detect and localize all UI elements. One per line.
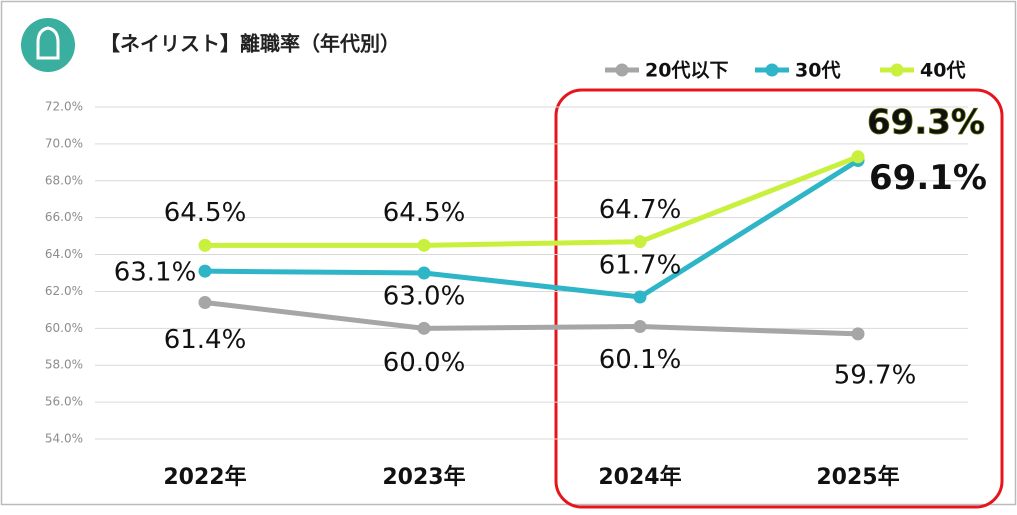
legend-marker bbox=[765, 63, 779, 77]
point bbox=[633, 319, 647, 333]
y-tick-label: 58.0% bbox=[45, 358, 83, 372]
y-tick-label: 60.0% bbox=[45, 321, 83, 335]
data-label: 59.7% bbox=[834, 360, 917, 390]
point bbox=[198, 264, 212, 278]
data-label: 61.7% bbox=[599, 250, 682, 280]
data-label: 60.0% bbox=[383, 348, 466, 378]
series-line bbox=[204, 158, 860, 300]
y-tick-label: 72.0% bbox=[45, 100, 83, 114]
series-line bbox=[205, 154, 859, 248]
data-label: 64.7% bbox=[599, 195, 682, 225]
point bbox=[417, 321, 431, 335]
x-tick-label: 2023年 bbox=[382, 464, 465, 490]
y-tick-label: 56.0% bbox=[45, 395, 83, 409]
x-tick-label: 2024年 bbox=[598, 464, 681, 490]
y-tick-label: 64.0% bbox=[45, 247, 83, 261]
icon-shape bbox=[36, 26, 60, 60]
data-label: 63.1% bbox=[114, 258, 197, 288]
legend-label: 40代 bbox=[920, 60, 965, 82]
data-label: 64.5% bbox=[164, 198, 247, 228]
point bbox=[851, 150, 865, 164]
data-label: 61.4% bbox=[164, 325, 247, 355]
point bbox=[633, 235, 647, 249]
legend-marker bbox=[890, 63, 904, 77]
legend-marker bbox=[615, 63, 629, 77]
y-tick-label: 66.0% bbox=[45, 210, 83, 224]
y-tick-label: 70.0% bbox=[45, 136, 83, 150]
data-label: 60.1% bbox=[599, 345, 682, 375]
chart-title: 【ネイリスト】離職率（年代別） bbox=[100, 32, 400, 56]
highlight-box bbox=[554, 88, 1004, 509]
x-tick-label: 2022年 bbox=[163, 464, 246, 490]
data-label: 69.1% bbox=[869, 158, 987, 198]
data-label: 64.5% bbox=[383, 198, 466, 228]
series-line bbox=[204, 300, 859, 337]
point bbox=[198, 296, 212, 310]
y-tick-label: 62.0% bbox=[45, 284, 83, 298]
y-tick-label: 54.0% bbox=[45, 432, 83, 446]
point bbox=[417, 238, 431, 252]
y-tick-label: 68.0% bbox=[45, 173, 83, 187]
icon bbox=[21, 18, 75, 72]
x-tick-label: 2025年 bbox=[816, 464, 899, 490]
point bbox=[633, 290, 647, 304]
legend-label: 20代以下 bbox=[645, 60, 728, 82]
point bbox=[851, 327, 865, 341]
data-label: 69.3% bbox=[867, 102, 985, 142]
point bbox=[198, 238, 212, 252]
legend-label: 30代 bbox=[795, 60, 840, 82]
point bbox=[417, 266, 431, 280]
data-label: 63.0% bbox=[383, 282, 466, 312]
